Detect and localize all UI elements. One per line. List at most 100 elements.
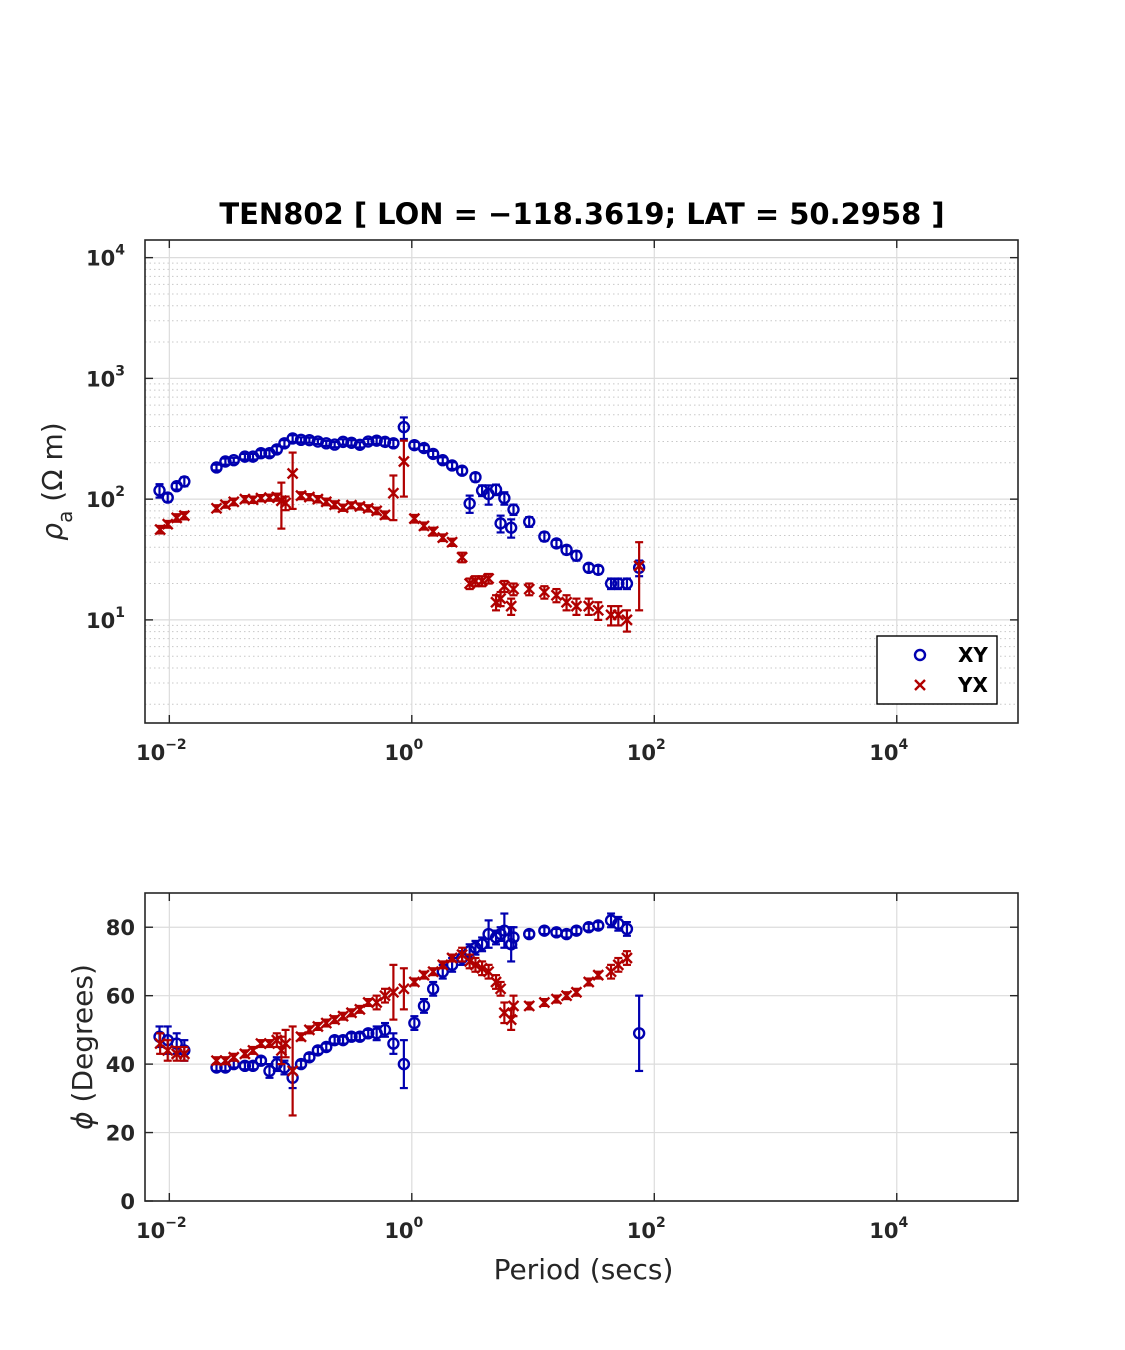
legend-marker-yx xyxy=(914,679,926,691)
data-point-xy xyxy=(612,577,625,590)
y-tick-label: 101 xyxy=(86,605,125,633)
data-point-yx xyxy=(523,583,536,595)
data-point-yx xyxy=(592,604,605,617)
data-point-yx xyxy=(320,1017,333,1029)
series-xy xyxy=(153,416,646,591)
data-point-yx xyxy=(456,551,468,564)
data-point-yx xyxy=(219,498,232,511)
data-point-yx xyxy=(538,996,551,1009)
data-point-yx xyxy=(328,1013,341,1026)
data-point-xy xyxy=(397,420,411,434)
data-point-xy xyxy=(469,470,482,484)
data-point-yx xyxy=(418,969,430,981)
data-point-yx xyxy=(570,600,583,612)
y-axis-label: ϕ (Degrees) xyxy=(66,964,99,1130)
data-point-yx xyxy=(498,580,511,593)
y-tick-label: 102 xyxy=(86,484,125,512)
legend-marker-xy xyxy=(913,648,927,662)
data-point-yx xyxy=(286,1065,299,1077)
x-tick-label: 102 xyxy=(627,737,666,765)
data-point-xy xyxy=(254,1054,268,1067)
data-point-yx xyxy=(178,1047,191,1060)
data-point-yx xyxy=(398,982,410,995)
data-point-xy xyxy=(504,938,518,951)
data-point-yx xyxy=(337,1010,349,1023)
data-point-yx xyxy=(312,493,324,505)
data-point-yx xyxy=(582,976,595,988)
data-point-xy xyxy=(494,517,507,530)
series-yx xyxy=(154,439,645,633)
data-point-yx xyxy=(490,976,502,988)
data-point-yx xyxy=(408,976,421,988)
data-point-yx xyxy=(379,989,391,1002)
data-point-xy xyxy=(161,491,174,504)
data-point-xy xyxy=(455,464,469,477)
data-point-xy xyxy=(219,455,232,468)
data-point-yx xyxy=(427,525,440,538)
y-tick-label: 104 xyxy=(86,243,125,271)
data-point-yx xyxy=(570,986,583,999)
data-point-xy xyxy=(592,919,605,932)
data-point-yx xyxy=(312,1020,324,1033)
data-point-xy xyxy=(426,447,440,461)
data-point-yx xyxy=(161,1044,174,1057)
data-point-xy xyxy=(469,941,482,954)
data-point-xy xyxy=(417,999,431,1013)
data-point-yx xyxy=(398,455,410,468)
data-point-yx xyxy=(279,497,292,509)
data-point-xy xyxy=(475,938,489,951)
data-point-xy xyxy=(320,1040,333,1054)
y-tick-label: 40 xyxy=(106,1053,135,1077)
data-point-xy xyxy=(632,1027,646,1040)
y-tick-label: 80 xyxy=(106,916,135,940)
data-point-xy xyxy=(426,982,440,996)
data-point-xy xyxy=(328,1033,341,1047)
data-point-yx xyxy=(328,498,341,511)
data-point-yx xyxy=(362,996,375,1009)
data-point-xy xyxy=(345,1030,358,1043)
data-point-yx xyxy=(210,1054,223,1067)
data-point-xy xyxy=(362,435,375,448)
data-point-xy xyxy=(270,443,284,456)
data-point-xy xyxy=(560,543,573,557)
data-point-yx xyxy=(507,583,520,595)
data-point-xy xyxy=(620,577,634,590)
axes-frame xyxy=(144,239,1019,724)
data-point-xy xyxy=(463,497,476,510)
data-point-yx xyxy=(210,502,223,515)
data-point-xy xyxy=(570,549,583,562)
data-point-xy xyxy=(254,447,268,460)
x-tick-label: 100 xyxy=(384,1215,423,1243)
data-point-xy xyxy=(378,1023,392,1037)
data-point-xy xyxy=(362,1027,375,1040)
axes-frame xyxy=(144,892,1019,1202)
data-point-xy xyxy=(387,1037,400,1050)
data-point-yx xyxy=(633,560,645,572)
data-point-yx xyxy=(239,1047,251,1060)
data-point-xy xyxy=(523,515,536,528)
plot-title: TEN802 [ LON = −118.3619; LAT = 50.2958 … xyxy=(219,197,944,231)
data-point-yx xyxy=(370,504,383,517)
data-point-xy xyxy=(227,454,240,467)
data-point-xy xyxy=(210,461,223,474)
data-point-yx xyxy=(592,969,605,981)
data-point-yx xyxy=(560,596,573,609)
data-point-yx xyxy=(286,467,299,480)
x-tick-label: 10−2 xyxy=(136,1215,187,1243)
data-point-xy xyxy=(153,484,166,497)
data-point-yx xyxy=(505,600,518,612)
data-point-xy xyxy=(612,917,625,930)
data-point-xy xyxy=(178,475,191,488)
data-point-yx xyxy=(387,487,400,500)
data-point-xy xyxy=(538,530,551,543)
x-tick-label: 102 xyxy=(627,1215,666,1243)
data-point-yx xyxy=(320,495,333,508)
data-point-yx xyxy=(408,512,421,525)
data-point-xy xyxy=(370,434,383,447)
data-point-xy xyxy=(550,537,563,550)
data-point-yx xyxy=(418,520,430,532)
data-point-xy xyxy=(294,1057,308,1071)
data-point-yx xyxy=(482,572,495,585)
data-point-xy xyxy=(620,922,634,936)
